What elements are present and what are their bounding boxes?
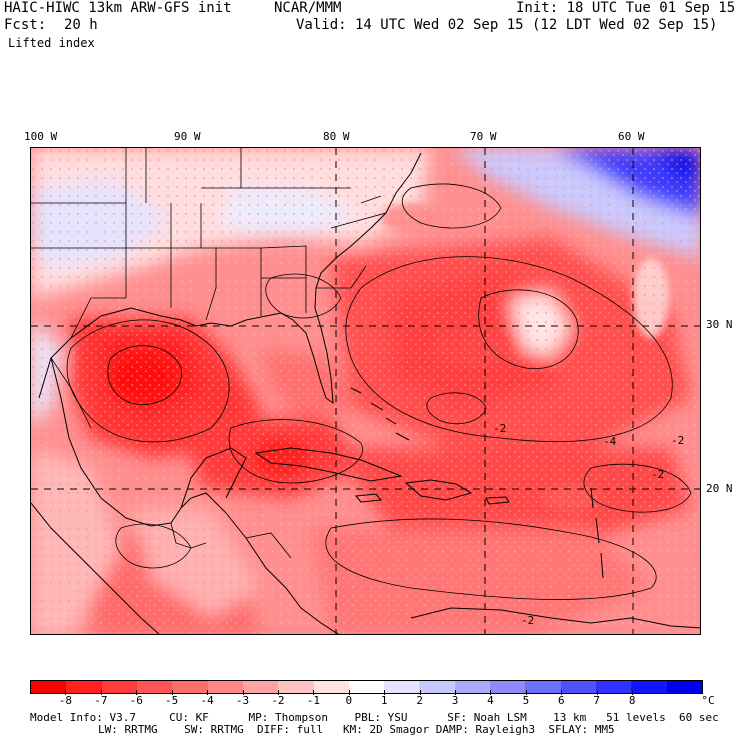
color-scale-bar xyxy=(30,680,703,694)
contour-label-1: -2 xyxy=(493,422,506,435)
color-scale-cell xyxy=(242,681,279,693)
contour-label-5: -2 xyxy=(651,468,664,481)
lat-label-30n: 30 N xyxy=(706,318,733,331)
color-scale-tick-mark xyxy=(136,690,138,695)
lat-label-20n: 20 N xyxy=(706,482,733,495)
color-scale-tick-label: -5 xyxy=(165,694,179,707)
color-scale-cell xyxy=(490,681,526,693)
contour-label-2: -2 xyxy=(671,434,684,447)
color-scale-cell xyxy=(136,681,173,693)
lon-label-80w: 80 W xyxy=(323,130,350,143)
color-scale-tick-label: 3 xyxy=(451,694,459,707)
organization-label: NCAR/MMM xyxy=(274,0,342,16)
color-scale-cell xyxy=(278,681,314,693)
color-scale-tick-mark xyxy=(490,690,492,695)
color-scale-tick-mark xyxy=(171,690,173,695)
latlon-grid xyxy=(31,148,700,634)
contour-label-3: -4 xyxy=(603,435,617,448)
color-scale-tick-mark xyxy=(632,690,634,695)
field-texture xyxy=(31,148,700,634)
valid-time: Valid: 14 UTC Wed 02 Sep 15 (12 LDT Wed … xyxy=(296,17,718,33)
color-scale-cell xyxy=(313,681,349,693)
color-scale-tick-mark xyxy=(348,690,350,695)
color-scale-tick-mark xyxy=(207,690,209,695)
color-scale-cell xyxy=(207,681,243,693)
color-scale-tick-mark xyxy=(384,690,386,695)
color-scale-tick-mark xyxy=(242,690,244,695)
lon-label-60w: 60 W xyxy=(618,130,645,143)
lon-label-70w: 70 W xyxy=(470,130,497,143)
color-scale-tick-label: 5 xyxy=(522,694,530,707)
model-info-line1: Model Info: V3.7 CU: KF MP: Thompson PBL… xyxy=(30,711,719,724)
color-scale-unit: °C xyxy=(701,694,715,707)
forecast-label: Fcst: xyxy=(4,17,47,33)
color-scale-tick-label: -2 xyxy=(271,694,285,707)
lon-label-90w: 90 W xyxy=(174,130,201,143)
state-borders xyxy=(31,148,387,559)
color-scale-cell xyxy=(384,681,420,693)
map-canvas: -2 -2 -4 -2 -2 xyxy=(31,148,700,634)
color-scale-tick-label: 2 xyxy=(416,694,423,707)
model-info-line2: LW: RRTMG SW: RRTMG DIFF: full KM: 2D Sm… xyxy=(98,723,615,736)
color-scale-tick-label: 8 xyxy=(628,694,636,707)
color-scale-tick-label: -4 xyxy=(200,694,214,707)
color-scale-cell xyxy=(560,681,596,693)
color-scale-tick-label: 1 xyxy=(380,694,388,707)
color-scale-tick-label: -6 xyxy=(129,694,143,707)
contour-label-4: -2 xyxy=(521,614,534,627)
color-scale-tick-label: 7 xyxy=(593,694,601,707)
color-scale-cell xyxy=(101,681,137,693)
color-scale-cell xyxy=(172,681,208,693)
lifted-index-map: -2 -2 -4 -2 -2 xyxy=(30,147,701,635)
color-scale-tick-mark xyxy=(277,690,279,695)
color-scale-cell xyxy=(596,681,632,693)
color-scale-cell xyxy=(454,681,491,693)
color-scale-tick-mark xyxy=(419,690,421,695)
color-scale-cell xyxy=(631,681,667,693)
color-scale-cell xyxy=(419,681,455,693)
color-scale-tick-label: -8 xyxy=(58,694,73,707)
lon-label-100w: 100 W xyxy=(24,130,58,143)
color-scale-tick-mark xyxy=(561,690,563,695)
color-scale-tick-label: -7 xyxy=(94,694,108,707)
contour-labels: -2 -2 -4 -2 -2 xyxy=(493,422,684,627)
model-title: HAIC-HIWC 13km ARW-GFS init xyxy=(4,0,232,16)
field-name: Lifted index xyxy=(8,36,95,50)
color-scale-cell xyxy=(31,681,67,693)
color-scale-tick-mark xyxy=(100,690,102,695)
color-scale-tick-label: -1 xyxy=(306,694,320,707)
init-time: Init: 18 UTC Tue 01 Sep 15 xyxy=(516,0,736,16)
color-scale-tick-mark xyxy=(455,690,457,695)
color-scale-tick-mark xyxy=(596,690,598,695)
forecast-hour: 20 h xyxy=(64,17,98,33)
color-scale-cell xyxy=(66,681,102,693)
color-scale-tick-label: 0 xyxy=(345,694,353,707)
color-scale-cell xyxy=(348,681,385,693)
color-scale-tick-label: 4 xyxy=(487,694,494,707)
color-scale-tick-mark xyxy=(65,690,67,695)
color-scale-tick-label: 6 xyxy=(558,694,565,707)
color-scale-cell xyxy=(666,681,702,693)
color-scale-tick-mark xyxy=(313,690,315,695)
color-scale-tick-mark xyxy=(525,690,527,695)
color-scale-cell xyxy=(525,681,561,693)
contours xyxy=(66,183,692,600)
color-scale-tick-label: -3 xyxy=(235,694,250,707)
coastlines xyxy=(31,152,700,634)
